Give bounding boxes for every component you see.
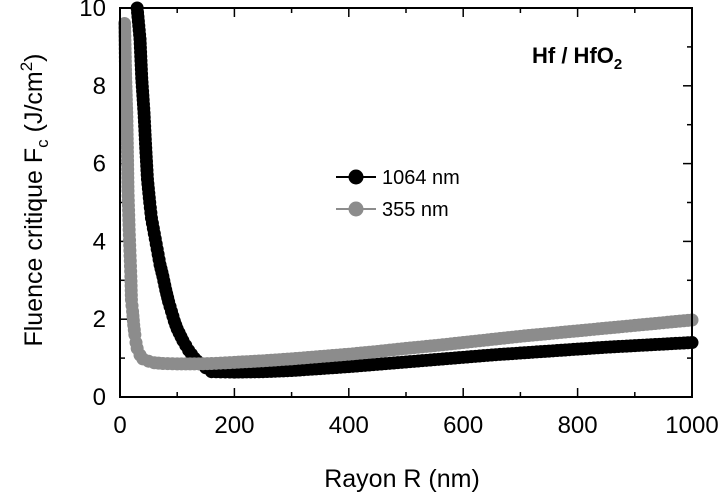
y-tick-label: 8 [93, 73, 106, 100]
y-axis-label-main: Fluence critique F [20, 148, 48, 347]
annotation-sub: 2 [614, 56, 622, 73]
annotation-main: Hf / HfO [532, 43, 614, 68]
y-tick-label: 10 [79, 0, 106, 22]
material-annotation: Hf / HfO2 [532, 43, 622, 73]
y-axis-label: Fluence critique Fc (J/cm2) [17, 53, 52, 346]
tick-labels: 0 200 400 600 800 1000 0 2 4 6 8 10 [79, 0, 718, 439]
legend-label: 1064 nm [382, 167, 460, 189]
series-layer [118, 1, 699, 379]
x-tick-label: 1000 [665, 412, 718, 439]
y-tick-label: 4 [93, 228, 106, 255]
legend-label: 355 nm [382, 199, 449, 221]
x-tick-label: 0 [113, 412, 126, 439]
y-tick-label: 0 [93, 384, 106, 411]
legend-marker [348, 201, 364, 217]
series-markers [118, 17, 699, 371]
y-axis-label-sup: 2 [17, 62, 36, 71]
series-line [123, 23, 693, 365]
legend: 1064 nm 355 nm [336, 167, 460, 221]
x-axis-label: Rayon R (nm) [324, 465, 480, 493]
series-markers [130, 1, 699, 379]
y-axis-label-sub: c [33, 139, 52, 148]
plot-frame [119, 7, 693, 398]
x-tick-label: 400 [329, 412, 369, 439]
y-axis-label-unit-close: ) [20, 53, 48, 61]
x-tick-label: 200 [214, 412, 254, 439]
y-tick-label: 6 [93, 151, 106, 178]
x-tick-label: 800 [558, 412, 598, 439]
x-tick-label: 600 [443, 412, 483, 439]
legend-marker [348, 169, 364, 185]
y-tick-label: 2 [93, 306, 106, 333]
y-axis-label-unit-open: (J/cm [20, 71, 48, 139]
